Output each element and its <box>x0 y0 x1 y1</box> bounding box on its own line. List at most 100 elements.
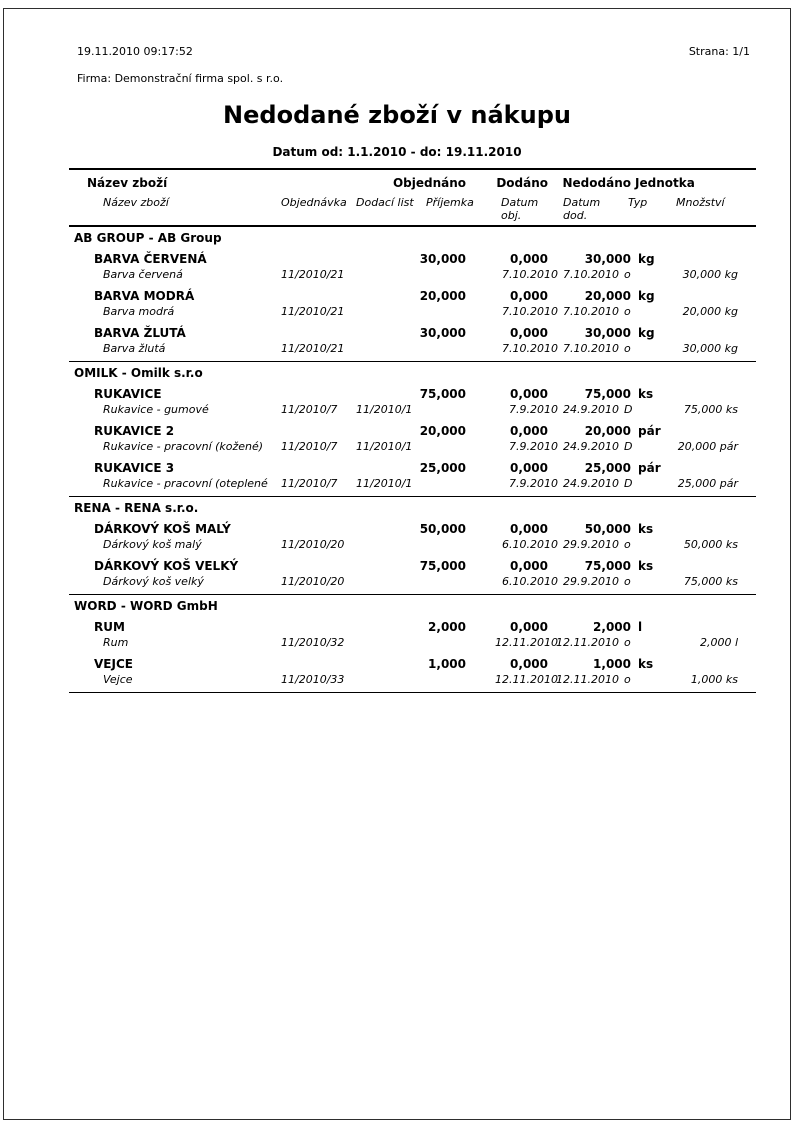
delivery-date: 24.9.2010 <box>563 440 619 453</box>
item-name: RUKAVICE 2 <box>94 424 175 438</box>
unit-label: kg <box>638 289 655 303</box>
subcol-header-order: Objednávka <box>281 196 347 209</box>
group-separator-rule <box>69 692 756 693</box>
item-block: BARVA ČERVENÁ 30,000 0,000 30,000 kg Barva če… <box>69 252 756 283</box>
undelivered-qty: 2,000 <box>593 620 631 634</box>
item-block: DÁRKOVÝ KOŠ MALÝ 50,000 0,000 50,000 ks Dárko… <box>69 522 756 553</box>
order-date: 7.9.2010 <box>509 440 558 453</box>
subcol-header-order-date: Datum obj. <box>501 196 539 222</box>
order-number: 11/2010/33 <box>281 673 345 686</box>
item-block: RUKAVICE 3 25,000 0,000 25,000 pár Rukavice -… <box>69 461 756 492</box>
supplier-group-header: RENA - RENA s.r.o. <box>74 501 199 515</box>
item-summary-row: BARVA MODRÁ 20,000 0,000 20,000 kg <box>69 289 756 305</box>
undelivered-qty: 30,000 <box>584 252 631 266</box>
item-description: Barva modrá <box>103 305 175 318</box>
delivered-qty: 0,000 <box>510 252 548 266</box>
item-description: Dárkový koš malý <box>103 538 202 551</box>
delivery-date: 29.9.2010 <box>563 538 619 551</box>
item-description: Rum <box>103 636 129 649</box>
subcol-header-receipt: Příjemka <box>426 196 474 209</box>
quantity-with-unit: 25,000 pár <box>677 477 738 490</box>
item-detail-row: Rukavice - pracovní (oteplené 11/2010/7 11… <box>69 477 756 492</box>
col-header-item-name: Název zboží <box>87 176 168 190</box>
unit-label: ks <box>638 387 654 401</box>
item-name: BARVA MODRÁ <box>94 289 195 303</box>
subcol-header-delivery-date: Datum dod. <box>563 196 601 222</box>
report-date-range: Datum od: 1.1.2010 - do: 19.11.2010 <box>272 145 522 159</box>
item-detail-row: Rukavice - gumové 11/2010/7 11/2010/1 7.9.2… <box>69 403 756 418</box>
delivery-date: 29.9.2010 <box>563 575 619 588</box>
item-summary-row: RUKAVICE 2 20,000 0,000 20,000 pár <box>69 424 756 440</box>
delivery-date: 24.9.2010 <box>563 477 619 490</box>
order-date: 7.9.2010 <box>509 477 558 490</box>
item-name: RUKAVICE <box>94 387 162 401</box>
ordered-qty: 25,000 <box>419 461 466 475</box>
quantity-with-unit: 2,000 l <box>699 636 738 649</box>
order-number: 11/2010/21 <box>281 305 345 318</box>
subcol-header-item-name: Název zboží <box>103 196 169 209</box>
delivery-date: 12.11.2010 <box>556 636 619 649</box>
group-separator-rule <box>69 594 756 595</box>
order-number: 11/2010/21 <box>281 342 345 355</box>
undelivered-qty: 50,000 <box>584 522 631 536</box>
unit-label: pár <box>638 424 661 438</box>
col-header-delivered: Dodáno <box>496 176 548 190</box>
group-separator-rule <box>69 361 756 362</box>
order-date: 12.11.2010 <box>495 673 558 686</box>
unit-label: ks <box>638 657 654 671</box>
type-flag: o <box>624 575 631 588</box>
quantity-with-unit: 1,000 ks <box>690 673 738 686</box>
ordered-qty: 1,000 <box>428 657 466 671</box>
ordered-qty: 2,000 <box>428 620 466 634</box>
undelivered-qty: 75,000 <box>584 559 631 573</box>
item-description: Vejce <box>103 673 133 686</box>
type-flag: D <box>624 440 633 453</box>
report-page: 19.11.2010 09:17:52 Strana: 1/1 Firma: D… <box>3 8 791 1120</box>
item-name: DÁRKOVÝ KOŠ MALÝ <box>94 522 231 536</box>
delivery-note-number: 11/2010/1 <box>356 477 413 490</box>
delivery-date: 7.10.2010 <box>563 305 619 318</box>
ordered-qty: 20,000 <box>419 289 466 303</box>
unit-label: pár <box>638 461 661 475</box>
ordered-qty: 75,000 <box>419 387 466 401</box>
order-number: 11/2010/7 <box>281 403 338 416</box>
delivered-qty: 0,000 <box>510 657 548 671</box>
order-date: 6.10.2010 <box>502 538 558 551</box>
delivered-qty: 0,000 <box>510 522 548 536</box>
quantity-with-unit: 75,000 ks <box>683 575 738 588</box>
print-timestamp: 19.11.2010 09:17:52 <box>77 45 193 58</box>
header-bottom-rule <box>69 225 756 227</box>
unit-label: l <box>638 620 643 634</box>
company-line: Firma: Demonstrační firma spol. s r.o. <box>77 72 284 85</box>
delivered-qty: 0,000 <box>510 461 548 475</box>
delivery-date: 7.10.2010 <box>563 268 619 281</box>
order-date: 7.10.2010 <box>502 268 558 281</box>
item-detail-row: Dárkový koš malý 11/2010/20 6.10.2010 29.9.… <box>69 538 756 553</box>
item-name: DÁRKOVÝ KOŠ VELKÝ <box>94 559 239 573</box>
item-description: Rukavice - pracovní (kožené) <box>103 440 264 453</box>
group-separator-rule <box>69 496 756 497</box>
page-number: Strana: 1/1 <box>688 45 750 58</box>
type-flag: o <box>624 305 631 318</box>
unit-label: ks <box>638 522 654 536</box>
item-description: Barva červená <box>103 268 183 281</box>
order-date: 7.10.2010 <box>502 305 558 318</box>
item-block: BARVA MODRÁ 20,000 0,000 20,000 kg Barva modr… <box>69 289 756 320</box>
quantity-with-unit: 30,000 kg <box>682 342 738 355</box>
item-description: Dárkový koš velký <box>103 575 204 588</box>
undelivered-qty: 75,000 <box>584 387 631 401</box>
quantity-with-unit: 75,000 ks <box>683 403 738 416</box>
item-name: VEJCE <box>94 657 133 671</box>
item-block: DÁRKOVÝ KOŠ VELKÝ 75,000 0,000 75,000 ks Dárk… <box>69 559 756 590</box>
supplier-group-header: WORD - WORD GmbH <box>74 599 218 613</box>
undelivered-qty: 30,000 <box>584 326 631 340</box>
item-name: RUKAVICE 3 <box>94 461 175 475</box>
item-summary-row: RUM 2,000 0,000 2,000 l <box>69 620 756 636</box>
primary-header-row: Název zboží Objednáno Dodáno Nedodáno Je… <box>69 176 756 192</box>
report-title: Nedodané zboží v nákupu <box>223 101 571 129</box>
item-detail-row: Rum 11/2010/32 12.11.2010 12.11.2010 o 2,000 … <box>69 636 756 651</box>
quantity-with-unit: 50,000 ks <box>683 538 738 551</box>
type-flag: o <box>624 342 631 355</box>
item-detail-row: Vejce 11/2010/33 12.11.2010 12.11.2010 o 1,00… <box>69 673 756 688</box>
ordered-qty: 30,000 <box>419 252 466 266</box>
